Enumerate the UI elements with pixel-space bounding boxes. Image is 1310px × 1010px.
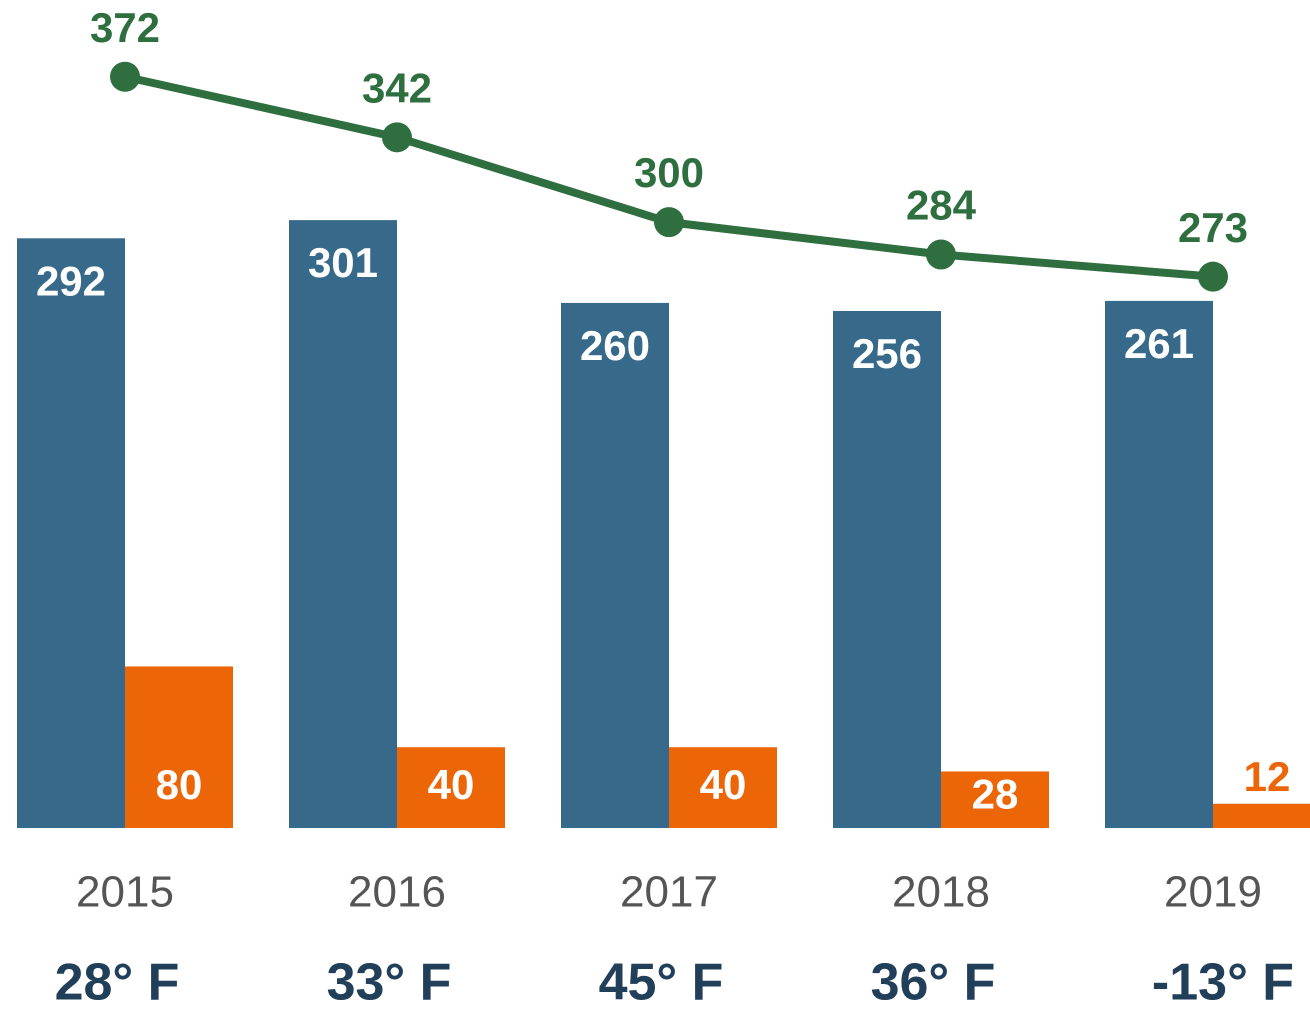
temperature-label: 45° F (599, 954, 724, 1010)
bar (669, 747, 777, 828)
data-label: 301 (308, 239, 378, 286)
data-label: 40 (700, 761, 747, 808)
x-tick-label: 2019 (1164, 868, 1262, 917)
bar (1213, 803, 1310, 828)
x-tick-label: 2018 (892, 868, 990, 917)
data-label: 292 (36, 257, 106, 304)
x-tick-label: 2017 (620, 868, 718, 917)
bar (561, 302, 669, 828)
data-label: 342 (362, 64, 432, 111)
bar (1105, 300, 1213, 828)
line-point (1198, 261, 1228, 292)
temperature-label: 28° F (55, 954, 180, 1010)
data-label: 284 (906, 182, 977, 229)
bar (833, 311, 941, 828)
bar (397, 747, 505, 828)
temperature-label: 36° F (871, 954, 996, 1010)
data-label: 12 (1244, 753, 1291, 800)
temperature-label: -13° F (1152, 954, 1294, 1010)
bar (125, 666, 233, 828)
data-label: 273 (1178, 204, 1248, 251)
bar (941, 771, 1049, 828)
temperature-label: 33° F (327, 954, 452, 1010)
data-label: 40 (428, 761, 475, 808)
bar (289, 220, 397, 828)
data-label: 80 (156, 761, 203, 808)
data-label: 300 (634, 149, 704, 196)
line-point (110, 61, 140, 92)
line-point (654, 207, 684, 238)
data-label: 372 (90, 4, 160, 51)
bar (17, 238, 125, 829)
data-label: 28 (972, 771, 1019, 818)
data-label: 256 (852, 330, 922, 377)
line-point (382, 122, 412, 153)
x-tick-label: 2016 (348, 868, 446, 917)
line-point (926, 239, 956, 270)
data-label: 260 (580, 322, 650, 369)
data-label: 261 (1124, 320, 1194, 367)
x-tick-label: 2015 (76, 868, 174, 917)
